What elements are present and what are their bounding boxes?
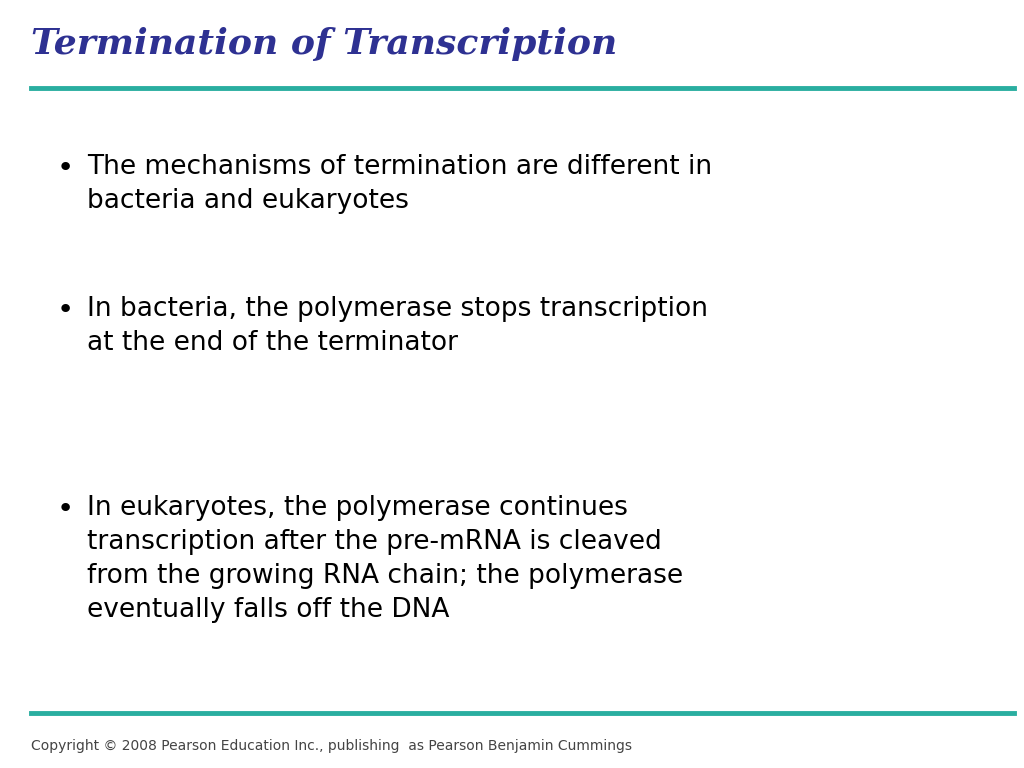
- Text: •: •: [56, 495, 74, 523]
- Text: •: •: [56, 296, 74, 323]
- Text: In eukaryotes, the polymerase continues
transcription after the pre-mRNA is clea: In eukaryotes, the polymerase continues …: [87, 495, 683, 624]
- Text: •: •: [56, 154, 74, 181]
- Text: Copyright © 2008 Pearson Education Inc., publishing  as Pearson Benjamin Cumming: Copyright © 2008 Pearson Education Inc.,…: [31, 739, 632, 753]
- Text: The mechanisms of termination are different in
bacteria and eukaryotes: The mechanisms of termination are differ…: [87, 154, 712, 214]
- Text: Termination of Transcription: Termination of Transcription: [31, 27, 617, 61]
- Text: In bacteria, the polymerase stops transcription
at the end of the terminator: In bacteria, the polymerase stops transc…: [87, 296, 708, 356]
